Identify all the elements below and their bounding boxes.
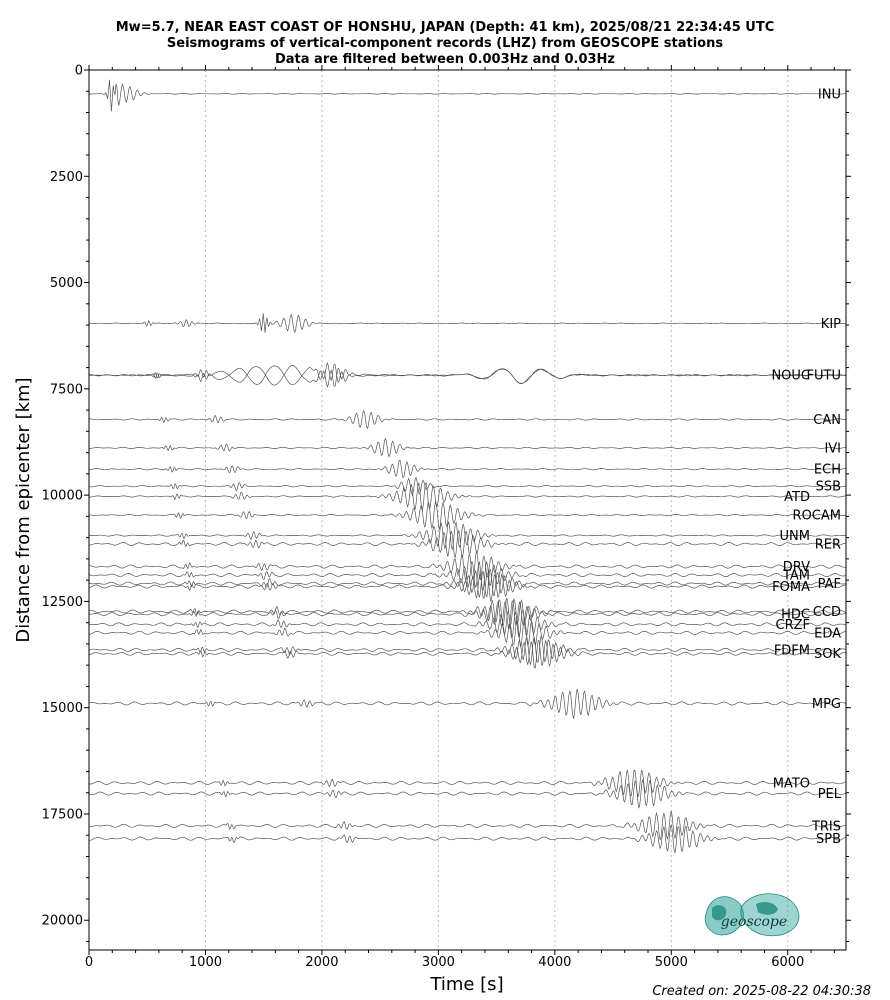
y-tick-label: 0 <box>75 64 83 79</box>
x-tick-label: 0 <box>85 955 93 970</box>
station-label-inu: INU <box>818 87 841 102</box>
trace-ivi <box>89 437 846 458</box>
chart-title-line-3: Data are filtered between 0.003Hz and 0.… <box>275 52 615 67</box>
trace-tris <box>89 810 846 841</box>
geoscope-logo: geoscope <box>704 893 800 937</box>
trace-ech <box>89 460 846 479</box>
x-tick-label: 3000 <box>422 955 455 970</box>
station-label-drv: DRV <box>783 560 810 575</box>
station-label-rer: RER <box>815 538 841 553</box>
trace-ssb <box>89 476 846 497</box>
station-label-ssb: SSB <box>816 480 841 495</box>
trace-pel <box>89 778 846 809</box>
trace-spb <box>89 824 846 854</box>
y-tick-label: 10000 <box>42 489 83 504</box>
y-tick-label: 15000 <box>42 701 83 716</box>
x-tick-label: 4000 <box>538 955 571 970</box>
station-label-tris: TRIS <box>811 819 841 834</box>
trace-tam <box>89 560 846 592</box>
station-label-unm: UNM <box>780 529 810 544</box>
trace-sok <box>89 639 846 669</box>
station-label-pel: PEL <box>818 787 842 802</box>
x-tick-label: 1000 <box>189 955 222 970</box>
chart-title-line-1: Mw=5.7, NEAR EAST COAST OF HONSHU, JAPAN… <box>116 20 775 35</box>
y-tick-label: 7500 <box>50 382 83 397</box>
station-label-tam: TAM <box>782 569 810 584</box>
y-tick-label: 17500 <box>42 807 83 822</box>
trace-mato <box>89 769 846 798</box>
station-label-paf: PAF <box>818 577 841 592</box>
x-tick-label: 5000 <box>655 955 688 970</box>
y-tick-label: 5000 <box>50 276 83 291</box>
station-label-foma: FOMA <box>772 580 810 595</box>
plot-frame <box>88 69 847 951</box>
logo-right-lobe <box>740 893 800 937</box>
trace-eda <box>89 617 846 648</box>
trace-hdc <box>89 600 846 630</box>
trace-futu <box>89 365 846 388</box>
y-tick-label: 12500 <box>42 595 83 610</box>
trace-kip <box>89 313 846 334</box>
station-label-spb: SPB <box>816 832 841 847</box>
station-label-kip: KIP <box>821 317 841 332</box>
trace-unm <box>89 521 846 550</box>
trace-rer <box>89 529 846 559</box>
axis-ticks: 0 1000 2000 3000 4000 5000 6000 0 2500 5000 7500 10… <box>42 64 851 970</box>
chart-title-line-2: Seismograms of vertical-component record… <box>167 36 723 51</box>
trace-crzf <box>89 609 846 639</box>
trace-foma <box>89 572 846 602</box>
station-label-nouc: NOUC <box>771 369 810 384</box>
trace-fdfm <box>89 635 846 666</box>
trace-ccd <box>89 597 846 627</box>
trace-can <box>89 409 846 430</box>
trace-inu <box>89 79 846 112</box>
station-label-sok: SOK <box>814 647 841 662</box>
station-label-rocam: ROCAM <box>793 509 841 524</box>
station-label-can: CAN <box>813 413 841 428</box>
footer-created-on: Created on: 2025-08-22 04:30:38 <box>652 984 871 999</box>
logo-land-mass <box>712 902 778 921</box>
station-label-hdc: HDC <box>781 608 810 623</box>
station-label-fdfm: FDFM <box>774 643 810 658</box>
y-axis-label: Distance from epicenter [km] <box>13 377 34 642</box>
x-axis-label: Time [s] <box>429 974 503 995</box>
station-label-eda: EDA <box>814 626 841 641</box>
station-label-mato: MATO <box>773 776 810 791</box>
y-tick-label: 20000 <box>42 914 83 929</box>
trace-rocam <box>89 500 846 530</box>
station-label-futu: FUTU <box>807 369 841 384</box>
station-label-crzf: CRZF <box>776 618 811 633</box>
seismogram-traces <box>89 79 846 854</box>
station-label-ech: ECH <box>814 463 841 478</box>
logo-text: geoscope <box>721 914 787 930</box>
trace-mpg <box>89 689 846 719</box>
x-gridlines <box>204 70 789 950</box>
station-label-ccd: CCD <box>813 605 841 620</box>
trace-paf <box>89 569 846 598</box>
y-tick-label: 2500 <box>50 170 83 185</box>
trace-atd <box>89 481 846 511</box>
station-label-ivi: IVI <box>824 441 841 456</box>
trace-drv <box>89 551 846 581</box>
station-label-atd: ATD <box>784 490 810 505</box>
x-tick-label: 6000 <box>771 955 804 970</box>
station-label-mpg: MPG <box>812 697 841 712</box>
x-tick-label: 2000 <box>305 955 338 970</box>
